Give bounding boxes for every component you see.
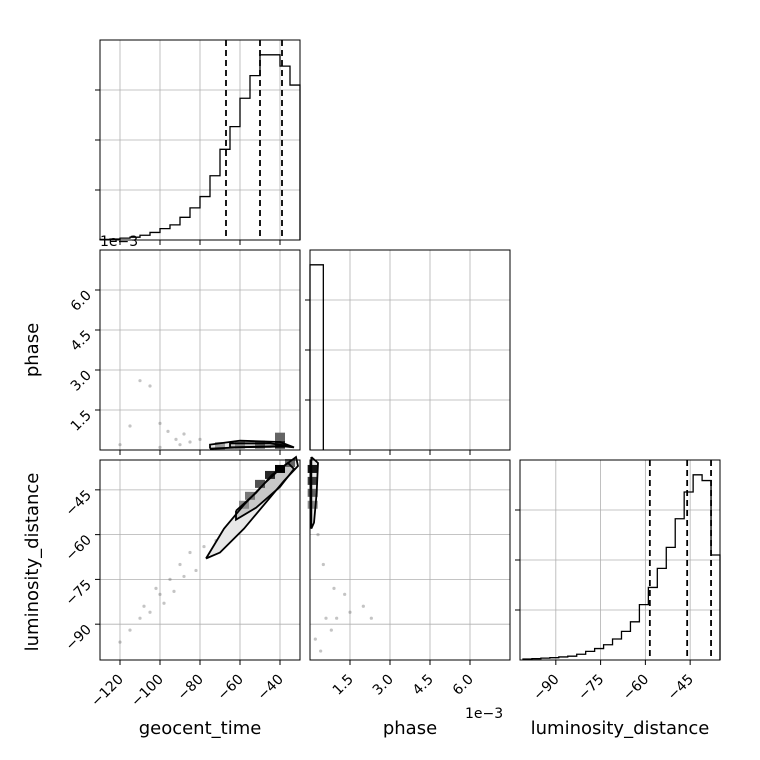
sample-point xyxy=(343,592,347,596)
sample-point xyxy=(174,437,178,441)
sample-point xyxy=(178,562,182,567)
axis-label-phase: phase xyxy=(383,718,437,739)
sample-point xyxy=(313,637,317,641)
sample-point xyxy=(361,604,365,608)
sample-point xyxy=(182,432,186,436)
density-cell xyxy=(255,440,265,449)
density-cell xyxy=(245,491,255,500)
density-cell xyxy=(285,458,295,467)
sample-point xyxy=(348,610,352,614)
panel-frame xyxy=(309,459,511,661)
density-cell xyxy=(215,442,225,450)
axis-label-geocent-time: geocent_time xyxy=(139,718,262,739)
panel-frame xyxy=(99,39,301,241)
panel-phase-phase xyxy=(305,249,511,455)
sample-point xyxy=(154,586,158,590)
sample-point xyxy=(166,429,170,433)
density-cell xyxy=(265,470,275,479)
axis-label-luminosity-distance: luminosity_distance xyxy=(531,718,710,739)
sample-point xyxy=(319,649,323,653)
offset-label-phase-y: 1e−3 xyxy=(100,234,138,250)
sample-point xyxy=(148,384,152,388)
panel-frame xyxy=(99,249,301,451)
sample-point xyxy=(162,601,166,605)
density-cell xyxy=(307,500,318,509)
contour-fill xyxy=(236,462,294,520)
panel-luminosity_distance-luminosity_distance xyxy=(515,459,721,665)
density-cell xyxy=(307,488,318,497)
density-cell xyxy=(255,479,265,488)
density-cell xyxy=(235,440,245,449)
sample-point xyxy=(321,562,325,567)
panel-geocent_time-geocent_time xyxy=(95,39,301,245)
sample-point xyxy=(178,443,182,447)
sample-point xyxy=(335,616,339,620)
sample-point xyxy=(188,550,192,555)
sample-point xyxy=(128,628,132,632)
contour-line xyxy=(310,456,319,530)
sample-point xyxy=(118,443,122,447)
sample-point xyxy=(128,424,132,428)
sample-point xyxy=(369,616,373,620)
sample-point xyxy=(142,604,146,608)
sample-point xyxy=(158,445,162,449)
sample-point xyxy=(148,610,152,614)
sample-point xyxy=(138,379,142,383)
panel-frame xyxy=(99,459,301,661)
sample-point xyxy=(329,628,333,632)
sample-point xyxy=(118,640,122,644)
sample-point xyxy=(158,421,162,425)
histogram-geocent_time xyxy=(99,54,301,241)
panel-frame xyxy=(309,249,511,451)
sample-point xyxy=(194,568,198,573)
contour-line xyxy=(205,455,299,560)
sample-point xyxy=(168,577,172,582)
density-cell xyxy=(275,432,285,441)
panel-frame xyxy=(519,459,721,661)
panel-luminosity_distance-phase xyxy=(307,456,511,665)
sample-point xyxy=(172,589,176,593)
labels: geocent_time phase luminosity_distance p… xyxy=(22,234,709,739)
sample-point xyxy=(182,574,186,579)
sample-point xyxy=(202,544,206,549)
sample-point xyxy=(198,437,202,441)
panel-luminosity_distance-geocent_time xyxy=(95,455,301,665)
ylabel-luminosity-distance: luminosity_distance xyxy=(22,473,43,652)
ylabel-phase: phase xyxy=(22,323,43,377)
contour-line xyxy=(229,442,289,449)
sample-point xyxy=(158,592,162,596)
sample-point xyxy=(316,533,320,537)
panel-phase-geocent_time xyxy=(95,249,301,455)
sample-point xyxy=(324,616,328,620)
sample-point xyxy=(332,586,336,590)
sample-point xyxy=(188,440,192,444)
sample-point xyxy=(138,616,142,620)
contour-line xyxy=(235,461,296,522)
density-cell xyxy=(307,476,318,485)
histogram-luminosity_distance xyxy=(522,474,721,660)
offset-label-phase-x: 1e−3 xyxy=(465,706,503,722)
density-cell xyxy=(307,464,318,473)
